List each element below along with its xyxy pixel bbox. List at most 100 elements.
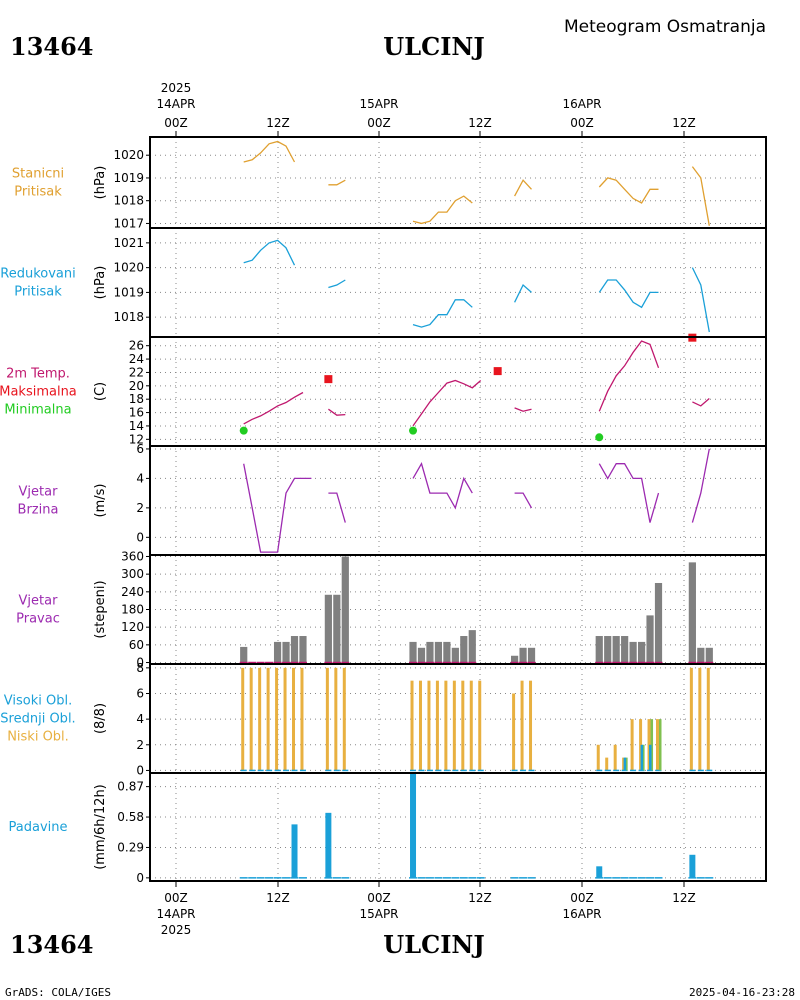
wind-dir-bar xyxy=(299,636,307,663)
low-cloud-bar xyxy=(520,680,524,771)
low-cloud-bar xyxy=(410,680,414,771)
precip-bar xyxy=(325,812,332,878)
low-cloud-bar xyxy=(613,744,617,771)
y-tick-label: 120 xyxy=(121,620,144,634)
low-cloud-bar xyxy=(334,667,338,771)
bottom-day-label-1: 14APR xyxy=(156,907,195,921)
low-cloud-bar xyxy=(258,667,262,771)
wind-dir-bar xyxy=(443,641,451,663)
y-tick-label: 24 xyxy=(129,352,144,366)
low-cloud-bar xyxy=(342,667,346,771)
y-axis-label: (hPa) xyxy=(93,166,108,200)
low-cloud-bar xyxy=(689,667,693,771)
wind-dir-bar xyxy=(637,641,646,663)
wind-dir-bar xyxy=(434,641,443,663)
mid-cloud-bar xyxy=(650,719,654,771)
low-cloud-bar xyxy=(461,680,465,771)
precip-bar xyxy=(291,824,298,878)
y-tick-label: 1018 xyxy=(113,194,144,208)
series-line xyxy=(598,463,660,523)
wind-dir-bar xyxy=(273,641,282,663)
y-axis-label: (8/8) xyxy=(93,703,108,734)
y-tick-label: 180 xyxy=(121,603,144,617)
wind-dir-bar xyxy=(409,641,417,663)
series-line xyxy=(514,283,532,303)
low-cloud-bar xyxy=(529,680,533,771)
wind-dir-bar xyxy=(426,641,434,663)
panel-4: 0 2 4 6 (m/s) Vjetar Brzina xyxy=(18,442,767,556)
wind-dir-bar xyxy=(290,636,299,663)
y-tick-label: 0.87 xyxy=(117,780,144,794)
top-day-label-1: 14APR xyxy=(156,97,195,111)
panel-frame xyxy=(149,227,767,338)
wind-dir-bar xyxy=(705,647,713,663)
y-tick-label: 360 xyxy=(121,549,144,563)
station-id: 13464 xyxy=(10,32,94,61)
y-tick-label: 2 xyxy=(136,738,144,752)
low-cloud-bar xyxy=(283,667,287,771)
mid-cloud-bar xyxy=(625,757,628,771)
panel-title-line: Stanicni xyxy=(12,167,64,182)
wind-dir-bar xyxy=(333,594,341,663)
low-cloud-bar xyxy=(418,680,422,771)
y-axis-label: (C) xyxy=(93,382,108,401)
y-tick-label: 22 xyxy=(129,365,144,379)
panel-title-line: Padavine xyxy=(9,820,68,835)
y-axis-label: (mm/6h/12h) xyxy=(93,784,108,870)
series-line xyxy=(243,463,312,553)
y-tick-label: 1020 xyxy=(113,148,144,162)
low-cloud-bar xyxy=(241,667,245,771)
series-line xyxy=(412,379,482,427)
series-line xyxy=(598,177,659,204)
y-tick-label: 6 xyxy=(136,442,144,456)
low-cloud-bar xyxy=(630,719,634,771)
low-cloud-bar xyxy=(300,667,304,771)
y-tick-label: 18 xyxy=(129,392,144,406)
low-cloud-bar xyxy=(266,667,270,771)
series-line xyxy=(243,140,296,163)
footer-credit: GrADS: COLA/IGES xyxy=(5,986,111,999)
bottom-hour-label-1: 00Z xyxy=(164,891,188,905)
wind-dir-bar xyxy=(282,641,290,663)
mid-cloud-bar xyxy=(642,744,645,771)
panel-5: 0 60 120 180 240 300 360 (stepeni) Vjetar Pravac xyxy=(16,549,767,670)
y-tick-label: 1019 xyxy=(113,171,144,185)
series-line xyxy=(412,299,473,328)
wind-dir-bar xyxy=(324,594,332,663)
wind-dir-bar xyxy=(654,582,663,663)
panel-title-line: Brzina xyxy=(18,503,59,518)
y-tick-label: 12 xyxy=(129,432,144,446)
top-hour-label-2: 12Z xyxy=(266,116,290,130)
series-line xyxy=(412,462,473,510)
max-temp-marker xyxy=(324,375,333,384)
panel-title-line: Minimalna xyxy=(4,403,71,418)
top-hour-label-5: 00Z xyxy=(570,116,594,130)
low-cloud-bar xyxy=(452,680,456,771)
series-line xyxy=(691,448,710,523)
wind-dir-bar xyxy=(417,647,426,663)
y-tick-label: 0 xyxy=(136,656,144,670)
low-cloud-bar xyxy=(706,667,710,771)
top-day-label-3: 16APR xyxy=(562,97,601,111)
y-tick-label: 16 xyxy=(129,406,144,420)
panel-2: 1018 1019 1020 1021 (hPa) Redukovani Pritisak xyxy=(0,227,767,338)
low-cloud-bar xyxy=(656,719,660,771)
panel-1: 1017 1018 1019 1020 (hPa) Stanicni Pritisak xyxy=(12,136,767,230)
y-tick-label: 4 xyxy=(136,471,144,485)
panel-title-line: Redukovani xyxy=(0,267,75,282)
y-axis-label: (hPa) xyxy=(93,266,108,300)
y-tick-label: 240 xyxy=(121,585,144,599)
y-tick-label: 1018 xyxy=(113,310,144,324)
y-tick-label: 0.29 xyxy=(117,840,144,854)
bottom-hour-label-2: 12Z xyxy=(266,891,290,905)
series-line xyxy=(328,179,346,186)
bottom-hour-label-5: 00Z xyxy=(570,891,594,905)
y-tick-label: 1021 xyxy=(113,236,144,250)
series-line xyxy=(243,239,296,266)
precip-bar xyxy=(689,854,696,878)
low-cloud-bar xyxy=(249,667,253,771)
low-cloud-bar xyxy=(325,667,329,771)
wind-dir-bar xyxy=(511,655,519,663)
